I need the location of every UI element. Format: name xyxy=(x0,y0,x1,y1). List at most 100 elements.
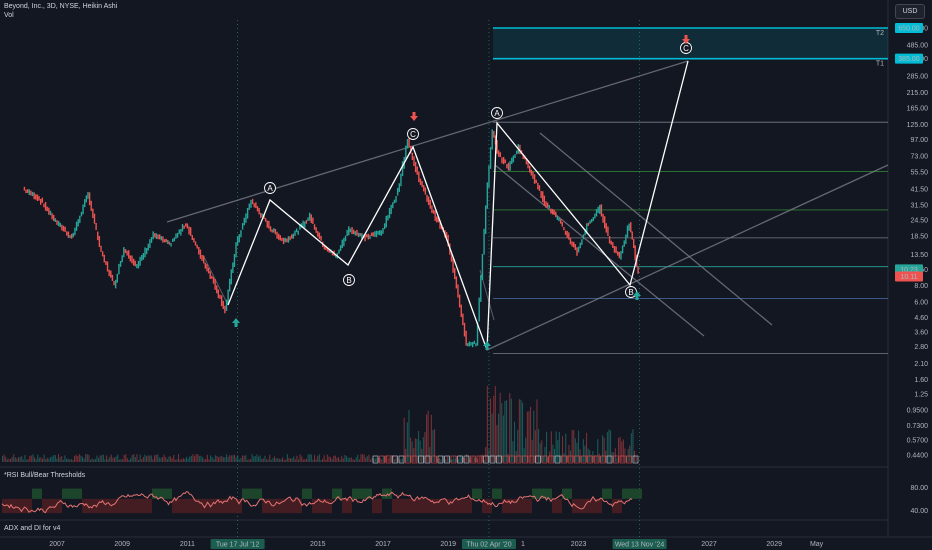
volume-bar xyxy=(254,456,256,462)
volume-bar xyxy=(498,413,500,462)
earnings-marker xyxy=(463,455,470,464)
volume-bar xyxy=(371,457,373,462)
earnings-marker xyxy=(502,455,509,464)
volume-bar xyxy=(187,458,189,462)
volume-bar xyxy=(178,454,180,462)
rsi-zone xyxy=(582,498,592,514)
volume-bar xyxy=(467,455,469,462)
volume-bar xyxy=(50,457,52,462)
volume-bar xyxy=(133,454,135,462)
volume-bar xyxy=(363,454,365,462)
rsi-zone xyxy=(72,488,82,499)
rsi-zone xyxy=(22,498,32,514)
volume-bar xyxy=(392,455,394,462)
volume-bar xyxy=(298,459,300,462)
rsi-tick-label: 80.00 xyxy=(910,485,928,492)
volume-bar xyxy=(573,429,575,462)
volume-bar xyxy=(395,457,397,462)
volume-bar xyxy=(595,455,597,462)
desc-channel-upper xyxy=(539,132,773,326)
volume-bar xyxy=(67,458,69,462)
volume-bar xyxy=(614,448,616,462)
volume-bar xyxy=(421,448,423,462)
earnings-marker xyxy=(515,455,522,464)
volume-bar xyxy=(526,411,528,462)
price-tick-label: 24.50 xyxy=(910,217,928,224)
volume-bar xyxy=(325,459,327,462)
volume-bar xyxy=(256,454,258,462)
volume-bar xyxy=(366,456,368,462)
rsi-zone xyxy=(222,498,232,514)
volume-bar xyxy=(354,459,356,462)
price-tick-label: 485.00 xyxy=(907,43,929,50)
volume-bar xyxy=(381,459,383,462)
volume-bar xyxy=(530,406,532,462)
price-tick-label: 285.00 xyxy=(907,74,929,81)
volume-bar xyxy=(408,409,410,462)
volume-bar xyxy=(400,459,402,462)
volume-bar xyxy=(253,456,255,462)
volume-bar xyxy=(22,459,24,462)
volume-bar xyxy=(445,459,447,462)
earnings-marker xyxy=(457,455,463,464)
volume-bar xyxy=(464,457,466,462)
second-price-tag: 10.11 xyxy=(901,274,918,281)
volume-bar xyxy=(123,455,125,462)
rsi-zone xyxy=(352,488,362,499)
volume-bar xyxy=(522,402,524,462)
volume-bar xyxy=(450,459,452,462)
volume-bar xyxy=(525,437,527,462)
time-highlight-label: Tue 17 Jul '12 xyxy=(216,542,260,549)
volume-bar xyxy=(45,459,47,462)
earnings-marker xyxy=(554,455,561,464)
rsi-zone xyxy=(462,498,472,514)
rsi-zone xyxy=(412,498,422,514)
rsi-zone xyxy=(162,488,172,499)
volume-bar xyxy=(384,456,386,462)
volume-bar xyxy=(56,458,58,462)
rsi-zone xyxy=(112,498,122,514)
earnings-marker xyxy=(567,455,574,464)
chart-title: Beyond, Inc., 3D, NYSE, Heikin Ashi xyxy=(4,3,118,10)
rsi-zone xyxy=(472,488,482,499)
price-tick-label: 8.00 xyxy=(914,283,928,290)
volume-bar xyxy=(131,455,133,462)
earnings-marker xyxy=(626,455,632,464)
volume-bar xyxy=(214,455,216,462)
volume-bar xyxy=(98,457,100,462)
earnings-marker xyxy=(580,455,587,464)
volume-bar xyxy=(629,445,631,462)
volume-bar xyxy=(341,455,343,462)
volume-bar xyxy=(339,459,341,462)
rsi-tick-label: 40.00 xyxy=(910,508,928,515)
volume-bar xyxy=(394,459,396,462)
rsi-zone xyxy=(132,498,142,514)
price-tag-bg xyxy=(895,23,923,33)
volume-bar xyxy=(242,455,244,462)
price-tick-label: 0.4400 xyxy=(907,453,929,460)
rsi-zone xyxy=(422,498,432,514)
volume-bar xyxy=(418,430,420,462)
rsi-zone xyxy=(182,498,192,514)
volume-bar xyxy=(616,457,618,462)
volume-bar xyxy=(138,459,140,462)
volume-bar xyxy=(459,454,461,462)
volume-bar xyxy=(443,456,445,462)
volume-bar xyxy=(154,455,156,462)
rsi-line xyxy=(1,491,633,514)
currency-button[interactable]: USD xyxy=(895,4,925,19)
volume-bar xyxy=(584,445,586,462)
volume-bar xyxy=(264,455,266,462)
volume-bar xyxy=(430,414,432,462)
volume-bar xyxy=(64,455,66,462)
rsi-zone xyxy=(62,488,72,499)
earnings-marker xyxy=(613,455,619,464)
volume-bar xyxy=(32,454,34,462)
rsi-zone xyxy=(2,498,12,514)
volume-bar xyxy=(118,459,120,462)
volume-bar xyxy=(576,442,578,462)
volume-bar xyxy=(606,432,608,462)
volume-bar xyxy=(634,450,636,462)
time-highlight-bg xyxy=(210,539,265,549)
